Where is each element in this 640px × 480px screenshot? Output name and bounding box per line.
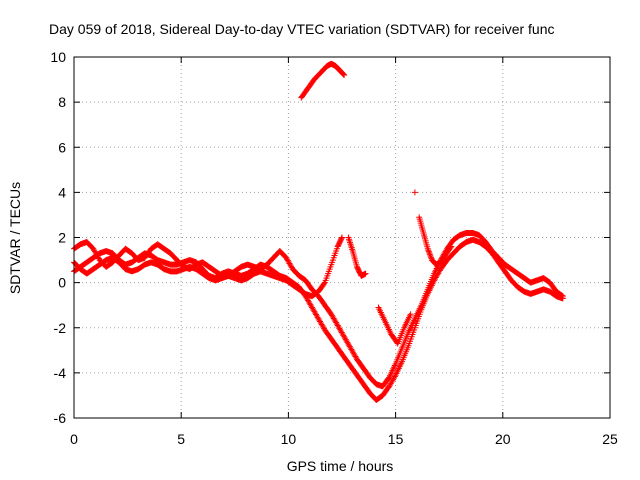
- data-point: [407, 311, 414, 318]
- data-point: [427, 254, 434, 261]
- data-point: [340, 70, 347, 77]
- series-trace-4: [298, 60, 348, 101]
- data-points: [71, 60, 566, 403]
- y-tick-label: 10: [50, 49, 66, 65]
- data-point: [447, 244, 454, 251]
- data-point: [425, 248, 432, 255]
- series-trace-8: [416, 214, 455, 268]
- y-tick-labels: -6 -4 -2 0 2 4 6 8 10: [50, 49, 66, 426]
- data-point: [424, 245, 431, 252]
- data-point: [362, 270, 369, 277]
- y-tick-label: 0: [58, 275, 66, 291]
- data-point: [339, 234, 345, 241]
- x-tick-label: 0: [70, 431, 78, 447]
- x-axis-title: GPS time / hours: [287, 458, 394, 474]
- data-point: [391, 373, 398, 380]
- series-trace-7: [411, 189, 418, 196]
- axis-ticks: [73, 56, 611, 419]
- data-point: [338, 235, 345, 242]
- y-tick-label: 8: [58, 94, 66, 110]
- y-tick-label: 2: [58, 230, 66, 246]
- x-tick-label: 15: [388, 431, 404, 447]
- data-point: [426, 251, 433, 258]
- y-tick-label: -4: [54, 365, 67, 381]
- data-point: [448, 243, 455, 250]
- x-tick-label: 5: [177, 431, 185, 447]
- chart-title: Day 059 of 2018, Sidereal Day-to-day VTE…: [49, 21, 555, 37]
- data-point: [427, 252, 434, 259]
- x-tick-label: 25: [602, 431, 618, 447]
- series-trace-6: [375, 304, 414, 347]
- data-point: [411, 189, 418, 196]
- y-axis-title: SDTVAR / TECUs: [7, 182, 23, 294]
- data-point: [426, 250, 433, 257]
- x-tick-label: 20: [495, 431, 511, 447]
- data-point: [340, 71, 347, 78]
- x-tick-labels: 0 5 10 15 20 25: [70, 431, 618, 447]
- data-point: [425, 247, 432, 254]
- y-tick-label: -6: [54, 410, 67, 426]
- data-point: [321, 280, 328, 287]
- y-tick-label: 4: [58, 184, 66, 200]
- data-point: [341, 72, 348, 79]
- y-tick-label: 6: [58, 139, 66, 155]
- y-tick-label: -2: [54, 320, 67, 336]
- series-trace-5: [345, 234, 369, 279]
- x-tick-label: 10: [281, 431, 297, 447]
- series-trace-3: [71, 234, 345, 300]
- data-point: [559, 295, 566, 302]
